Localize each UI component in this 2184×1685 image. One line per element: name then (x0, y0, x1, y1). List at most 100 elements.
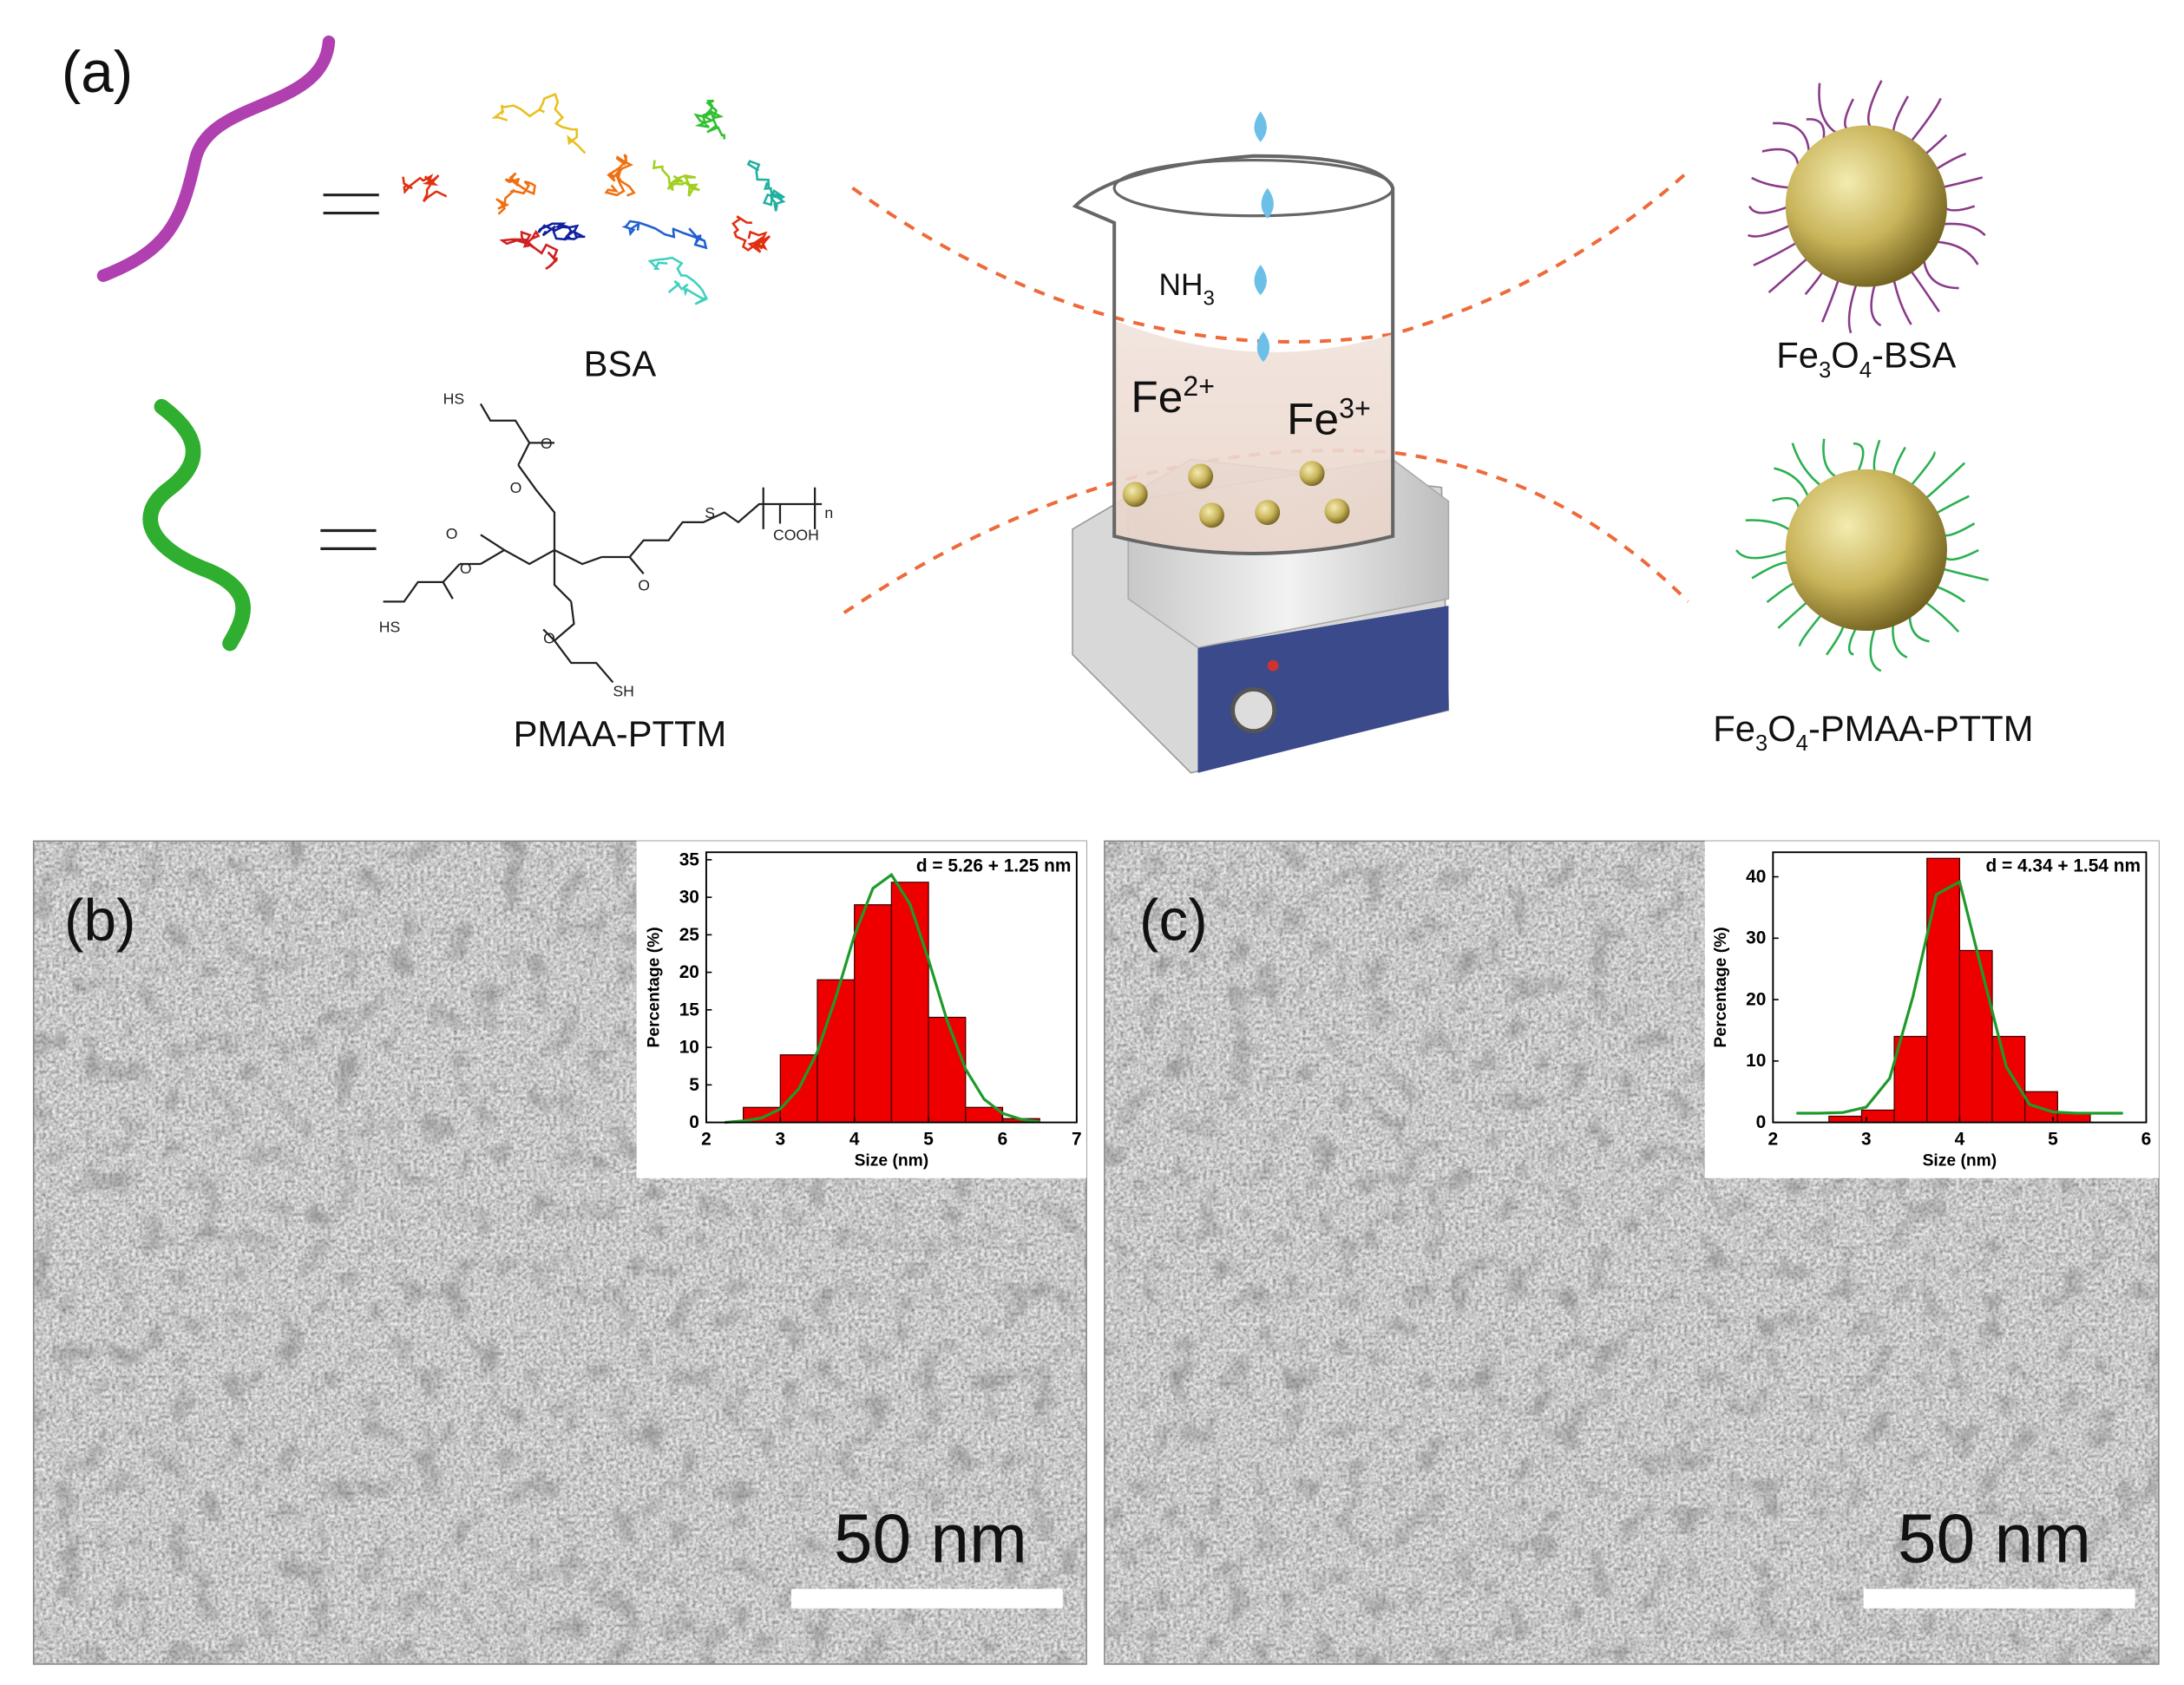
ligand (1933, 584, 1966, 603)
subscript: 4 (1859, 358, 1872, 383)
ligand (1866, 80, 1883, 132)
subscript: 4 (1796, 731, 1808, 756)
ligand (1804, 267, 1825, 296)
x-tick-label: 3 (776, 1129, 786, 1149)
x-tick-label: 6 (2141, 1129, 2152, 1149)
ligand (1939, 522, 1976, 537)
particles (1122, 461, 1350, 528)
ligand (1892, 277, 1912, 325)
superscript: 2+ (1183, 370, 1215, 402)
x-tick-label: 2 (1768, 1129, 1779, 1149)
frame (32, 840, 1087, 1665)
ligand (1933, 153, 1967, 172)
ligand (1933, 240, 1979, 266)
y-tick-label: 20 (679, 962, 699, 982)
ligand (1909, 451, 1936, 488)
fe3o4-bsa-label: Fe3O4-BSA (1776, 335, 1956, 383)
x-tick-label: 2 (701, 1129, 712, 1149)
x-axis-label: Size (nm) (1923, 1151, 1997, 1170)
y-tick-label: 0 (689, 1112, 699, 1132)
ligand (1853, 442, 1865, 475)
y-tick-label: 30 (1746, 928, 1766, 948)
y-tick-label: 15 (679, 1000, 700, 1020)
ligand (1908, 613, 1930, 643)
subscript: 3 (1203, 286, 1215, 310)
ligand (1751, 176, 1793, 189)
y-tick-label: 30 (679, 888, 699, 908)
chem-label: O (446, 525, 458, 542)
bsa-chain (96, 35, 336, 283)
ligand (1940, 222, 1986, 237)
y-tick-label: 35 (679, 849, 700, 869)
ligand (1748, 223, 1793, 238)
subscript: 3 (1755, 731, 1768, 756)
protein-strand (621, 220, 708, 250)
bar (1958, 949, 1993, 1124)
y-tick-label: 0 (1756, 1112, 1767, 1132)
ligand (1844, 98, 1858, 132)
protein-strand (402, 174, 448, 202)
chem-label: SH (613, 682, 634, 699)
ligand (1772, 496, 1800, 515)
panel-a: (a) BSA HS O O S n COOH O O O HS O SH PM… (62, 35, 2034, 774)
panel-label: (c) (1139, 888, 1208, 953)
superscript: 3+ (1339, 392, 1371, 423)
annotation: d = 4.34 + 1.54 nm (1985, 856, 2141, 876)
particle (1785, 125, 1947, 287)
equals (320, 193, 379, 550)
ligand (1745, 519, 1793, 533)
ligand (1761, 148, 1800, 171)
y-tick-label: 40 (1746, 867, 1766, 887)
x-tick-label: 4 (849, 1129, 860, 1149)
ligand (1753, 240, 1800, 266)
ligand (1768, 256, 1810, 294)
ligand (1847, 281, 1859, 334)
scale-bar (790, 1589, 1063, 1609)
ligand (1870, 281, 1882, 327)
ligand (1940, 567, 1989, 581)
pmaa-label: PMAA-PTTM (514, 713, 727, 754)
ligand (1923, 134, 1948, 157)
y-tick-label: 10 (1746, 1051, 1766, 1071)
bar (1926, 857, 1961, 1124)
frame (1104, 840, 2160, 1665)
ligand (1933, 495, 1970, 516)
ligand (1940, 176, 1984, 189)
ligand (1791, 443, 1824, 488)
ligand (1922, 462, 1966, 501)
protein-strand (647, 256, 709, 305)
x-tick-label: 7 (1072, 1129, 1082, 1149)
fe3-label: Fe3+ (1287, 392, 1371, 443)
fe3o4-pmaa-label: Fe3O4-PMAA-PTTM (1713, 708, 2033, 756)
subscript: 3 (1819, 358, 1831, 383)
x-axis-label: Size (nm) (855, 1151, 929, 1170)
text: Fe (1287, 395, 1339, 444)
protein (402, 92, 786, 305)
panel-label: (b) (64, 888, 135, 953)
text: -BSA (1872, 335, 1957, 376)
ligand (1869, 626, 1882, 672)
protein-strand (499, 229, 559, 271)
nanoparticle-pmaa (1735, 438, 1989, 672)
bar (854, 904, 893, 1124)
panel-c: (c) 50 nm (1104, 840, 2160, 1665)
ligand (1892, 621, 1908, 659)
y-tick-label: 25 (679, 925, 700, 945)
ligand (1847, 625, 1859, 656)
y-tick-label: 10 (679, 1038, 699, 1058)
chem-label: O (543, 629, 555, 646)
scale-label: 50 nm (1898, 1500, 2091, 1578)
nh3-label: NH3 (1159, 268, 1215, 310)
protein-strand (491, 92, 587, 154)
ligand (1748, 205, 1791, 214)
ligand (1892, 95, 1910, 135)
protein-strand (604, 154, 636, 197)
chem-label: O (638, 577, 650, 594)
chem-label: HS (379, 619, 401, 636)
text: Fe (1713, 708, 1755, 749)
plot-frame (705, 851, 1078, 1124)
beaker (1072, 111, 1395, 555)
particle (1785, 469, 1947, 632)
x-tick-label: 4 (1955, 1129, 1965, 1149)
